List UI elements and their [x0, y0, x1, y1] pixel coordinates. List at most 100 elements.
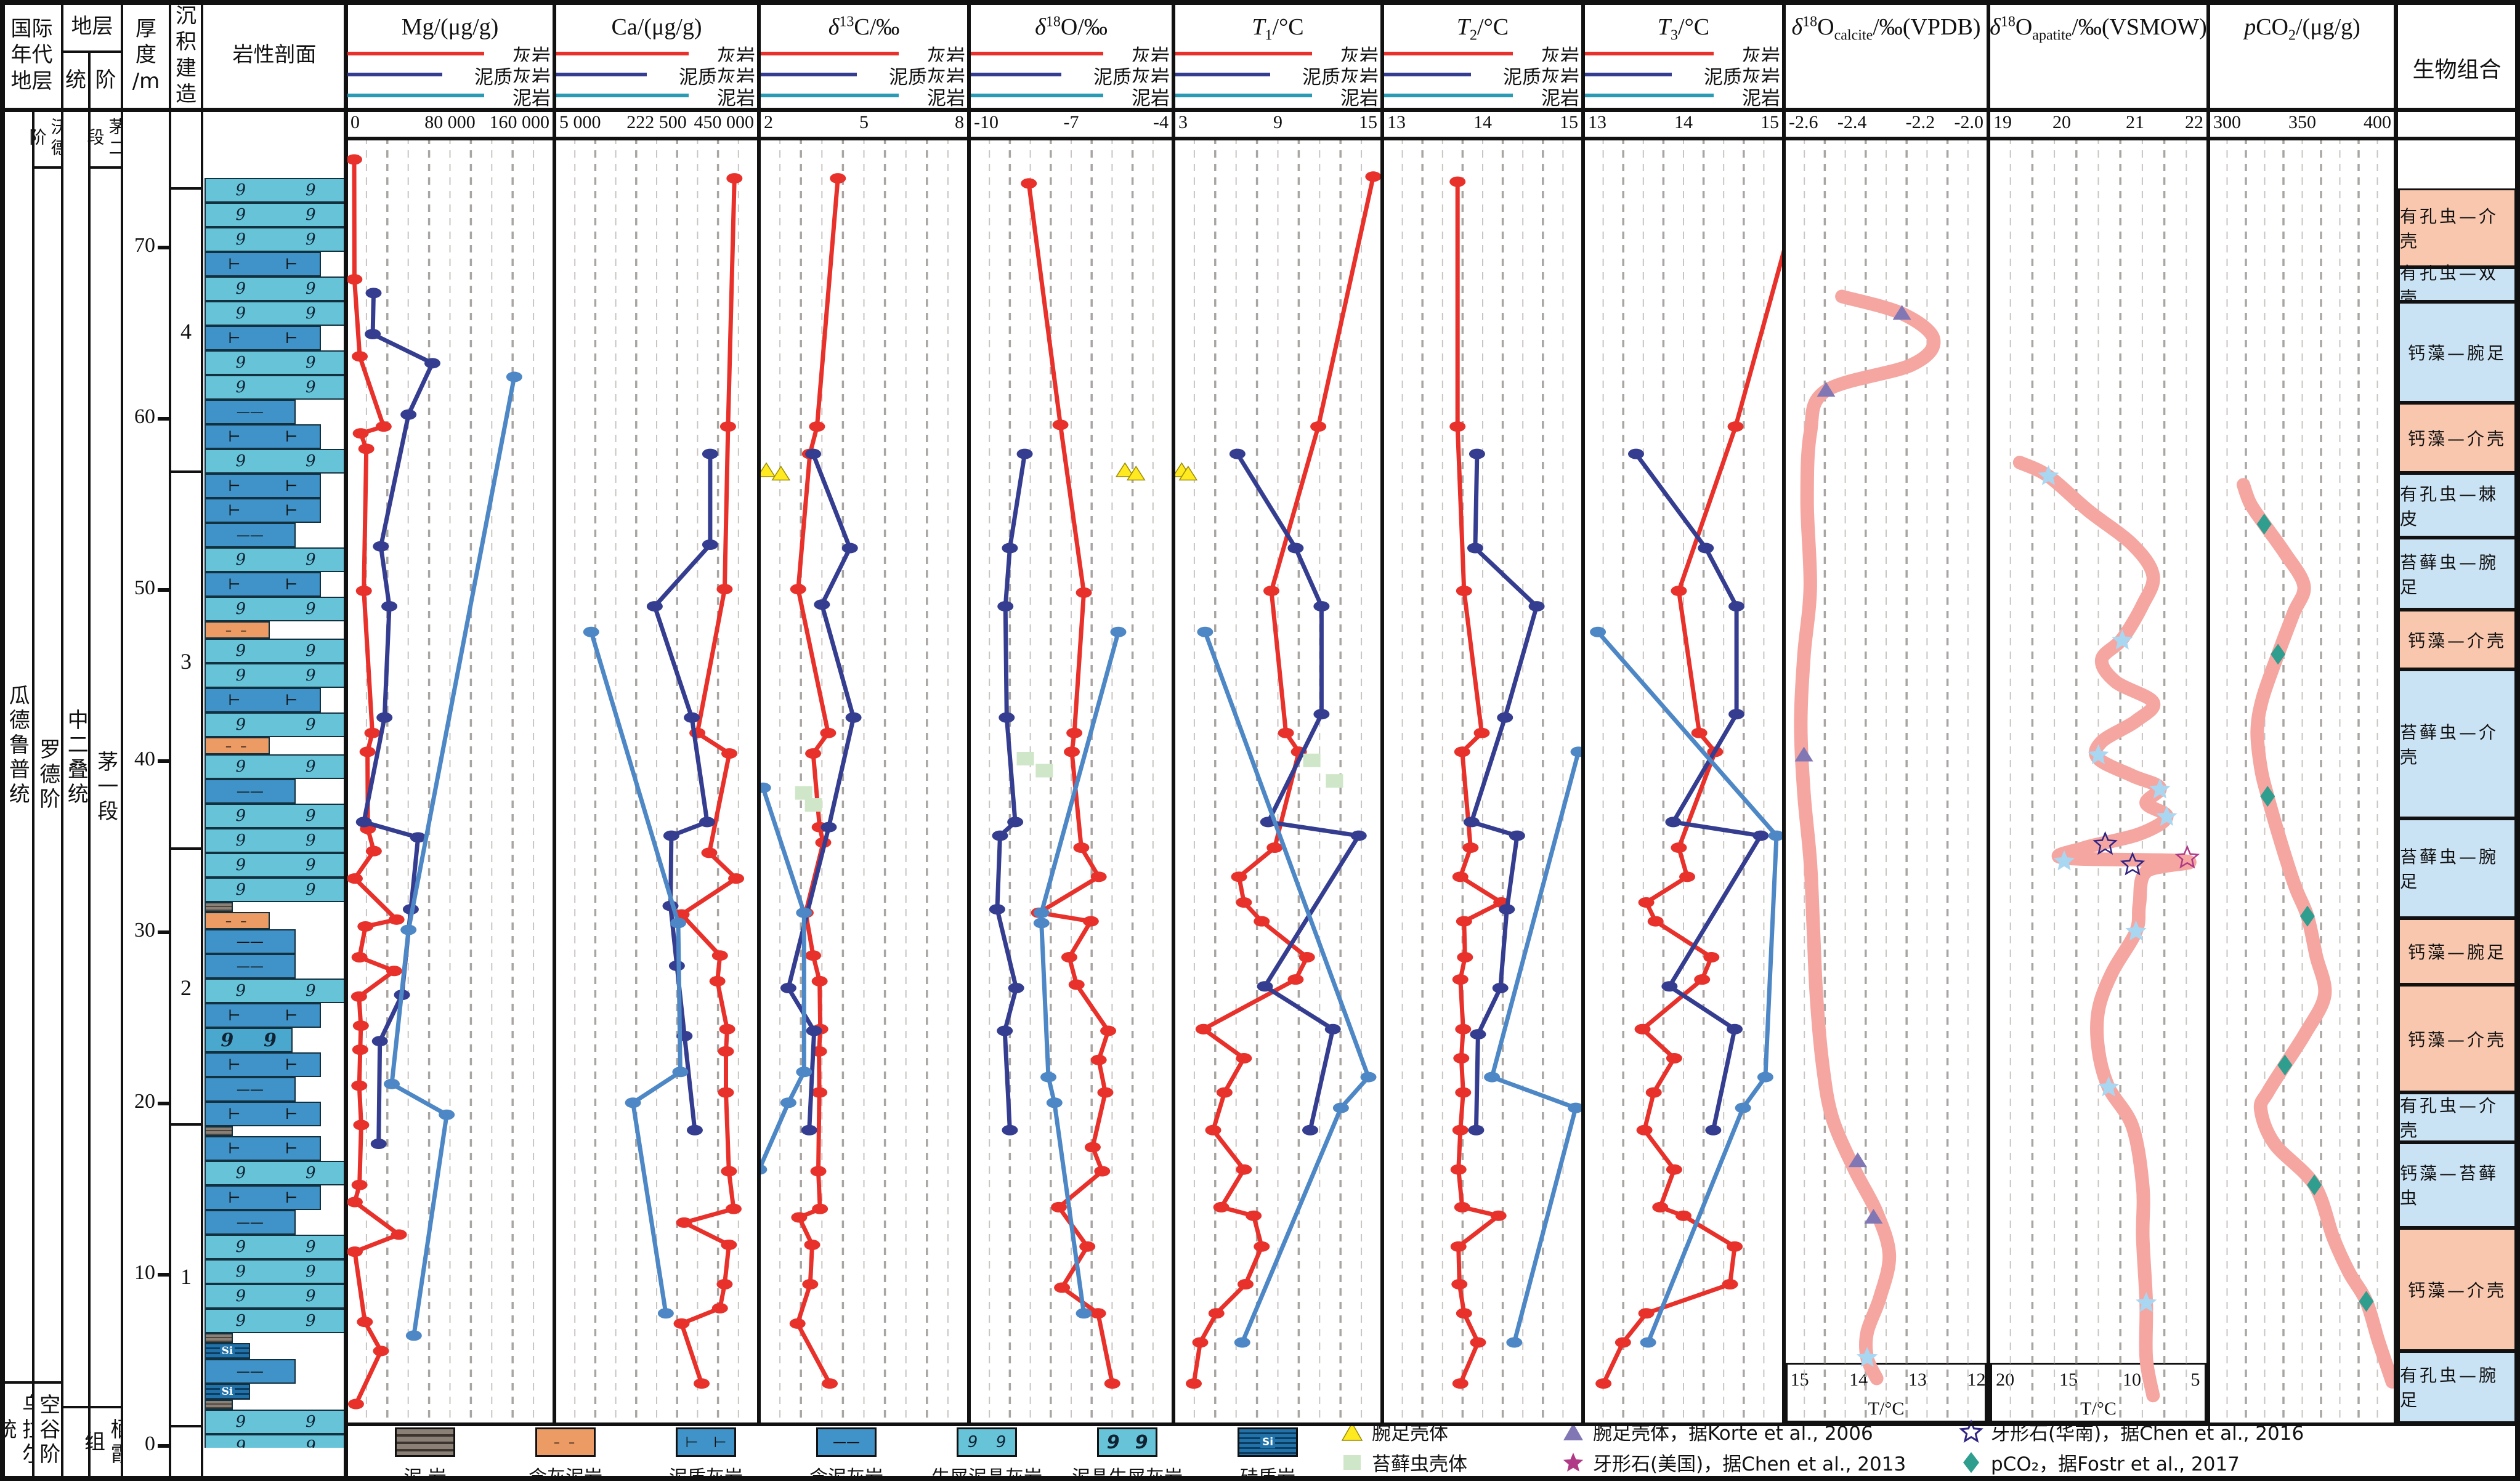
lithology-bed-marl2: ——	[205, 779, 296, 804]
axis-tick-ca-450 000: 450 000	[694, 112, 755, 132]
thickness-tick-label: 60	[134, 405, 155, 428]
legend-line-泥岩	[554, 94, 689, 97]
divider-line	[344, 0, 347, 1426]
legend-line-泥岩	[1382, 94, 1513, 97]
lithology-bed-calc: – –	[205, 737, 270, 754]
biota-band: 钙藻—介壳	[2398, 1227, 2516, 1351]
lithology-swatch-icon: Si	[1238, 1427, 1298, 1457]
unit-qixia: 栖霞组	[81, 1406, 131, 1480]
legend-line-灰岩	[1382, 52, 1513, 55]
axis-tick-d18o--7: -7	[1063, 112, 1079, 132]
panel-plot-d18o	[989, 137, 1154, 1422]
legend-label-泥岩: 泥岩	[509, 83, 551, 110]
thickness-tick	[158, 930, 169, 934]
formation-unit-line	[171, 1425, 201, 1427]
unit-mao1: 茅一段	[88, 166, 123, 1408]
series-header-label: 统	[65, 68, 86, 93]
legend-line-泥岩	[1173, 94, 1312, 97]
divider-line	[0, 0, 5, 1481]
panel-title-d13c: δ13C/‰	[828, 14, 900, 40]
thickness-ruler: 70 60 50 40 30 20 10 0	[121, 108, 171, 1480]
thickness-tick-label: 30	[134, 919, 155, 942]
axis-tick-mg-160 000: 160 000	[489, 112, 550, 132]
legend-line-泥质灰岩	[1583, 73, 1672, 76]
divider-line	[346, 1422, 2520, 1426]
lithology-bed-calc: – –	[205, 621, 270, 639]
lithology-legend-item: Si 硅质岩	[1197, 1427, 1339, 1481]
axis-tick-t1-9: 9	[1273, 112, 1282, 132]
axis-tick-t2-15: 15	[1560, 112, 1578, 132]
stage-header-cell: 阶	[88, 50, 123, 110]
lithology-legend-item: 9 9 生屑泥晶灰岩	[916, 1427, 1058, 1481]
thickness-header-cell: 厚 度 /m	[121, 0, 171, 110]
lithology-bed-marl: ⊢ ⊢	[205, 498, 322, 523]
thickness-tick-label: 20	[134, 1090, 155, 1113]
biota-band: 苔藓虫—介壳	[2398, 669, 2516, 819]
symbol-legend-label: 牙形石(华南)，据Chen et al., 2016	[1991, 1422, 2304, 1445]
lithology-legend-item: 9 9 泥晶生屑灰岩	[1056, 1427, 1198, 1481]
panel-plot-d13c	[759, 137, 949, 1422]
lithology-bed-marl: ⊢ ⊢	[205, 424, 322, 449]
legend-line-泥岩	[969, 94, 1103, 97]
axis-tick-ca-5 000: 5 000	[559, 112, 601, 132]
legend-line-灰岩	[1173, 52, 1312, 55]
thickness-tick-label: 40	[134, 748, 155, 770]
legend-line-泥质灰岩	[1173, 73, 1270, 76]
axis-tick-t3-13: 13	[1588, 112, 1606, 132]
panel-plot-pco2	[2226, 137, 2396, 1422]
lithology-bed-gray	[205, 1126, 233, 1136]
axis-tick-apatite-21: 21	[2126, 112, 2144, 132]
thickness-tick-label: 10	[134, 1261, 155, 1284]
sub-axis-tick: 20	[1996, 1370, 2015, 1390]
legend-label-泥岩: 泥岩	[923, 83, 965, 110]
stage-kungurian: 空谷阶	[32, 1381, 63, 1480]
chrono-header-label: 国际 年代 地层	[10, 16, 53, 94]
strata-header-cell: 地层	[61, 0, 123, 53]
sub-axis-tick: 15	[1790, 1370, 1809, 1390]
legend-line-灰岩	[346, 52, 484, 55]
lithology-swatch-icon: ——	[816, 1427, 877, 1457]
thickness-tick	[158, 1273, 169, 1277]
thickness-tick	[158, 246, 169, 249]
biota-band: 有孔虫—介壳	[2398, 1092, 2516, 1142]
teal-diamond-icon	[1963, 1451, 1979, 1473]
panel-plot-t1	[1173, 137, 1382, 1422]
divider-line	[967, 0, 971, 1426]
divider-line	[1987, 0, 1990, 1426]
panel-plot-ca	[574, 137, 745, 1422]
chrono-series-cisuralian: 乌拉尔统	[0, 1381, 43, 1480]
panel-title-ca: Ca/(μg/g)	[611, 14, 702, 40]
legend-line-灰岩	[1583, 52, 1714, 55]
lithology-bed-gray	[205, 902, 233, 912]
lithology-beds: 9 9 9 9 9 9 ⊢ ⊢ 9 9 9 9 ⊢ ⊢ 9 9 9 9 —— ⊢ ⊢ 9 9 ⊢ ⊢ ⊢ ⊢ —— 9 9 ⊢ ⊢ 9 9– –9…	[205, 178, 347, 1448]
axis-tick-calcite--2.0: -2.0	[1954, 112, 1984, 132]
legend-line-泥质灰岩	[969, 73, 1061, 76]
axis-tick-pco2-400: 400	[2364, 112, 2391, 132]
axis-tick-t2-13: 13	[1387, 112, 1406, 132]
divider-line	[1782, 0, 1786, 1426]
panel-plot-mg	[346, 137, 535, 1422]
symbol-legend-label: pCO₂，据Fostr et al., 2017	[1991, 1453, 2240, 1475]
symbol-legend-label: 牙形石(美国)，据Chen et al., 2013	[1593, 1453, 1906, 1475]
divider-line	[0, 108, 2520, 112]
panel-plot-t2	[1401, 137, 1583, 1422]
panel-title-mg: Mg/(μg/g)	[401, 14, 499, 40]
panel-plot-calcite	[1794, 137, 1969, 1422]
thickness-header-label: 厚 度 /m	[132, 16, 160, 94]
formation-header-cell: 沉积 建造	[169, 0, 203, 110]
axis-tick-ca-222 500: 222 500	[626, 112, 687, 132]
chrono-header-cell: 国际 年代 地层	[0, 0, 63, 110]
lithology-bed-marl2: ——	[205, 954, 296, 979]
stage-header-label: 阶	[95, 68, 116, 93]
lithology-bed-marl: ⊢ ⊢	[205, 252, 322, 276]
